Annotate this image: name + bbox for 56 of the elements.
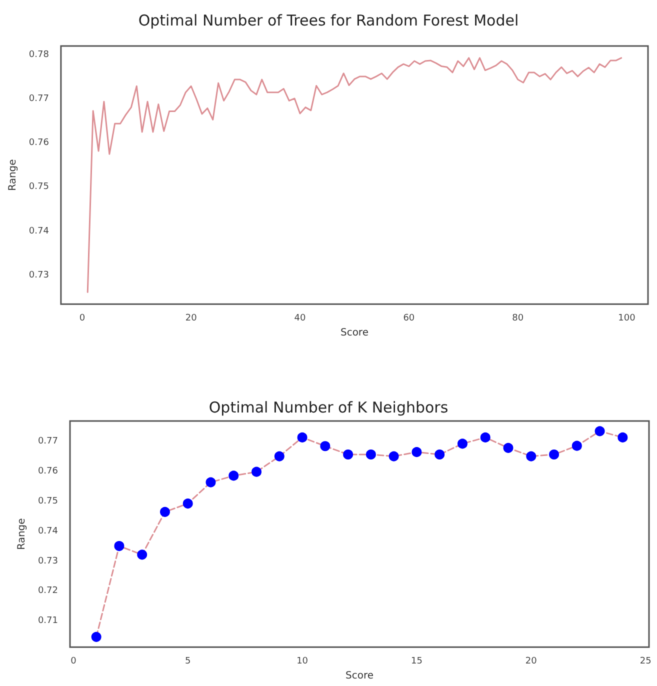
y-tick-label: 0.74 bbox=[28, 226, 50, 236]
y-tick-label: 0.77 bbox=[28, 94, 49, 104]
y-tick-label: 0.73 bbox=[38, 556, 58, 566]
point bbox=[182, 498, 193, 509]
x-tick-label: 80 bbox=[512, 314, 524, 324]
point bbox=[388, 451, 399, 462]
point bbox=[572, 440, 582, 451]
x-tick-label: 0 bbox=[70, 656, 77, 667]
y-axis-title: Range bbox=[8, 159, 18, 191]
y-tick-label: 0.76 bbox=[38, 466, 58, 477]
line-series bbox=[86, 57, 622, 293]
point bbox=[526, 451, 536, 462]
point bbox=[343, 450, 354, 460]
point bbox=[618, 432, 628, 442]
y-tick-label: 0.77 bbox=[38, 436, 58, 447]
x-tick-label: 10 bbox=[296, 656, 308, 667]
point bbox=[434, 450, 445, 460]
point bbox=[206, 477, 216, 488]
x-tick-label: 5 bbox=[184, 656, 191, 667]
y-tick-label: 0.74 bbox=[38, 526, 58, 536]
x-tick-label: 15 bbox=[410, 656, 422, 667]
point bbox=[274, 451, 284, 462]
x-tick-label: 40 bbox=[294, 314, 306, 324]
point bbox=[297, 432, 308, 442]
point bbox=[366, 450, 376, 460]
x-tick-label: 100 bbox=[618, 314, 636, 324]
y-tick-label: 0.75 bbox=[38, 496, 58, 506]
y-tick-label: 0.73 bbox=[28, 270, 49, 280]
point bbox=[320, 441, 330, 452]
point bbox=[457, 438, 468, 449]
point bbox=[549, 450, 560, 460]
point bbox=[137, 550, 148, 560]
y-tick-label: 0.78 bbox=[28, 50, 50, 60]
point bbox=[252, 466, 262, 477]
point bbox=[114, 541, 124, 552]
chart-title: Optimal Number of K Neighbors bbox=[208, 398, 448, 416]
x-tick-label: 60 bbox=[403, 314, 415, 324]
point bbox=[594, 426, 605, 436]
point bbox=[160, 506, 170, 517]
point bbox=[228, 470, 239, 481]
x-tick-label: 20 bbox=[185, 314, 198, 324]
chart-title: Optimal Number of Trees for Random Forest Model bbox=[138, 12, 519, 30]
x-tick-label: 0 bbox=[79, 314, 86, 324]
y-axis-title: Range bbox=[16, 518, 28, 550]
x-tick-label: 25 bbox=[640, 656, 652, 667]
x-axis-title: Score bbox=[340, 328, 368, 338]
point bbox=[480, 432, 490, 442]
y-tick-label: 0.71 bbox=[38, 616, 58, 626]
x-axis-title: Score bbox=[345, 670, 374, 682]
point bbox=[91, 632, 102, 642]
point bbox=[412, 447, 422, 458]
x-tick-label: 20 bbox=[525, 656, 538, 667]
y-tick-label: 0.76 bbox=[28, 138, 50, 148]
point bbox=[503, 442, 514, 453]
y-tick-label: 0.72 bbox=[38, 586, 58, 596]
y-tick-label: 0.75 bbox=[28, 182, 49, 192]
